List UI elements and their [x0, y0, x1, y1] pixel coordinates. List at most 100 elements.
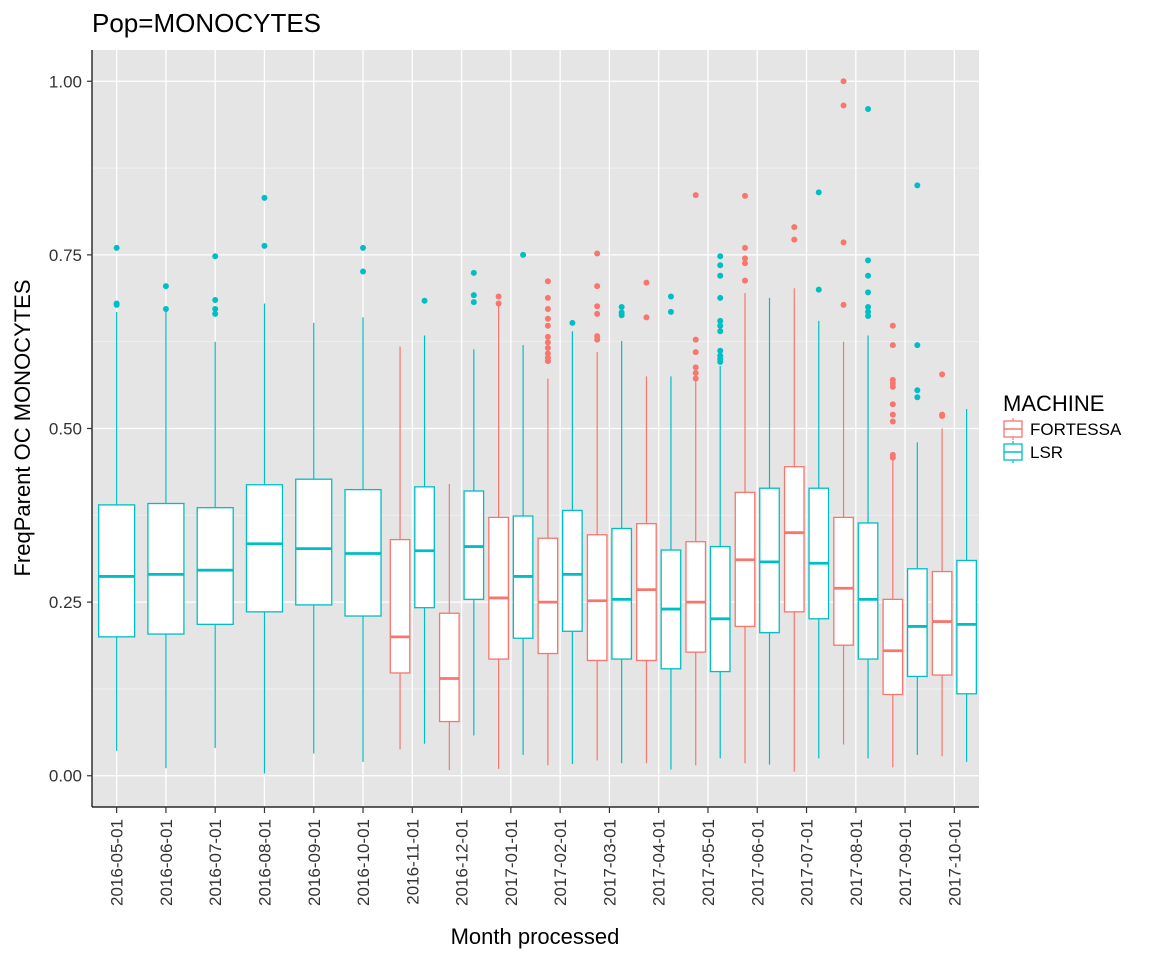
outlier-point [865, 312, 872, 319]
box-fortessa [833, 78, 854, 745]
outlier-point [643, 314, 650, 321]
box-iqr [906, 568, 928, 678]
outlier-point [520, 251, 527, 258]
outlier-point [889, 342, 896, 349]
outlier-point [692, 336, 699, 343]
outlier-point [544, 294, 551, 301]
x-tick-label: 2017-09-01 [896, 819, 915, 906]
outlier-point [742, 260, 748, 267]
box-iqr [438, 612, 460, 723]
outlier-point [815, 286, 822, 293]
box-lsr [295, 322, 333, 754]
outlier-point [889, 454, 896, 461]
box-fortessa [389, 346, 411, 750]
outlier-point [717, 294, 724, 301]
box-iqr [147, 502, 185, 635]
chart-title: Pop=MONOCYTES [92, 8, 321, 38]
box-iqr [783, 466, 805, 613]
box-iqr [295, 478, 333, 606]
outlier-point [717, 262, 724, 269]
outlier-point [569, 319, 576, 326]
outlier-point [667, 293, 674, 300]
outlier-point [544, 333, 551, 340]
outlier-point [914, 394, 921, 401]
outlier-point [865, 257, 872, 264]
box-fortessa [488, 293, 510, 769]
legend-label: FORTESSA [1030, 420, 1122, 439]
outlier-point [360, 268, 367, 275]
box-fortessa [537, 278, 559, 766]
outlier-point [717, 322, 724, 329]
box-lsr [414, 297, 435, 744]
outlier-point [113, 301, 120, 308]
y-tick-label: 0.50 [49, 420, 82, 439]
outlier-point [594, 336, 601, 343]
outlier-point [865, 308, 872, 315]
outlier-point [421, 297, 428, 304]
outlier-point [939, 371, 946, 378]
x-tick-label: 2017-01-01 [502, 819, 521, 906]
outlier-point [717, 358, 724, 365]
outlier-point [865, 272, 872, 279]
box-fortessa [734, 192, 756, 764]
outlier-point [840, 301, 847, 308]
box-fortessa [438, 484, 460, 771]
outlier-point [865, 303, 872, 310]
x-tick-label: 2016-08-01 [255, 819, 274, 906]
x-tick-label: 2016-05-01 [108, 819, 127, 906]
outlier-point [692, 369, 699, 376]
box-lsr [463, 269, 485, 736]
outlier-point [692, 364, 699, 371]
outlier-point [889, 418, 896, 425]
box-iqr [956, 559, 978, 695]
outlier-point [162, 306, 169, 313]
outlier-point [594, 310, 601, 317]
outlier-point [470, 269, 477, 276]
box-iqr [882, 598, 904, 696]
box-lsr [97, 244, 136, 751]
outlier-point [939, 412, 946, 419]
outlier-point [544, 315, 551, 322]
outlier-point [717, 317, 724, 324]
x-axis-title: Month processed [451, 924, 620, 949]
box-fortessa [783, 224, 805, 772]
legend-label: LSR [1030, 443, 1063, 462]
x-tick-label: 2017-07-01 [798, 819, 817, 906]
x-tick-label: 2017-10-01 [945, 819, 964, 906]
outlier-point [692, 349, 699, 356]
box-iqr [931, 570, 953, 676]
box-iqr [636, 522, 657, 662]
box-iqr [245, 484, 284, 613]
x-tick-label: 2016-09-01 [305, 819, 324, 906]
x-tick-label: 2016-06-01 [157, 819, 176, 906]
outlier-point [840, 239, 847, 246]
box-fortessa [586, 250, 608, 761]
outlier-point [544, 322, 551, 329]
outlier-point [594, 303, 601, 310]
box-iqr [611, 527, 633, 660]
outlier-point [162, 283, 169, 290]
outlier-point [470, 299, 477, 306]
outlier-point [692, 192, 699, 199]
outlier-point [742, 192, 748, 199]
y-tick-label: 0.00 [49, 767, 82, 786]
x-tick-label: 2017-08-01 [847, 819, 866, 906]
x-tick-label: 2016-11-01 [403, 819, 422, 905]
box-iqr [833, 516, 854, 646]
box-iqr [97, 504, 136, 638]
box-iqr [808, 487, 830, 620]
outlier-point [212, 306, 219, 313]
outlier-point [717, 253, 724, 260]
outlier-point [544, 306, 551, 313]
legend-item-fortessa: FORTESSA [1003, 418, 1122, 440]
box-lsr [660, 293, 682, 770]
outlier-point [840, 102, 847, 109]
x-tick-label: 2017-05-01 [699, 819, 718, 906]
y-tick-label: 0.75 [49, 246, 82, 265]
box-lsr [344, 244, 382, 762]
outlier-point [717, 328, 724, 335]
outlier-point [495, 300, 502, 307]
legend-item-lsr: LSR [1003, 441, 1063, 463]
y-axis-title: FreqParent OC MONOCYTES [10, 279, 35, 576]
